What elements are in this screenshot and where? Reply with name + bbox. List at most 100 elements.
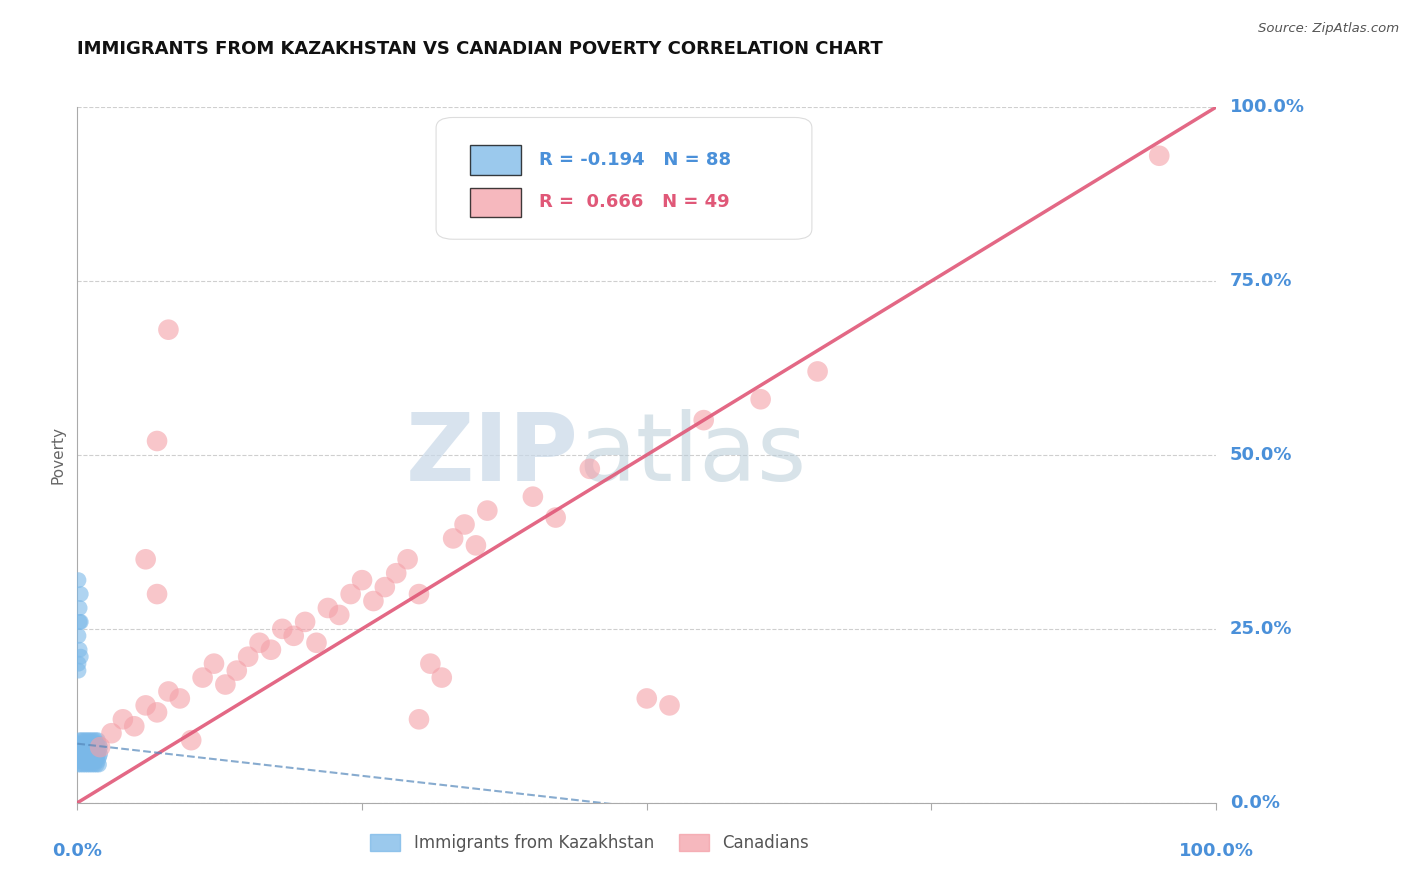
FancyBboxPatch shape xyxy=(470,187,522,217)
Point xyxy=(82,747,104,761)
Point xyxy=(453,517,475,532)
Point xyxy=(73,740,96,755)
Point xyxy=(77,747,100,761)
Point xyxy=(202,657,225,671)
Text: 25.0%: 25.0% xyxy=(1230,620,1292,638)
Point xyxy=(75,733,97,747)
Point xyxy=(328,607,350,622)
Point xyxy=(73,733,96,747)
Point xyxy=(83,744,105,758)
FancyBboxPatch shape xyxy=(470,145,522,175)
Point xyxy=(67,737,90,751)
Point xyxy=(82,740,104,755)
Point xyxy=(86,744,108,758)
Point xyxy=(82,754,104,768)
Point xyxy=(89,747,111,761)
Point xyxy=(579,462,602,476)
Point xyxy=(79,744,101,758)
Point xyxy=(67,744,90,758)
Text: 75.0%: 75.0% xyxy=(1230,272,1292,290)
Point xyxy=(396,552,419,566)
Point xyxy=(70,733,93,747)
Point xyxy=(69,615,91,629)
Point xyxy=(70,740,93,755)
Point xyxy=(69,747,91,761)
Point xyxy=(807,364,830,378)
Point xyxy=(84,754,107,768)
Point xyxy=(87,740,110,755)
Point xyxy=(135,552,157,566)
Point xyxy=(157,323,180,337)
Point xyxy=(69,737,91,751)
Point xyxy=(79,737,101,751)
Point xyxy=(89,740,111,755)
Point xyxy=(260,642,283,657)
Point xyxy=(77,733,100,747)
Point xyxy=(69,750,91,764)
Point xyxy=(316,601,339,615)
Point xyxy=(249,636,271,650)
Point xyxy=(69,649,91,664)
Point xyxy=(87,757,110,772)
Point xyxy=(80,747,103,761)
Point xyxy=(75,740,97,755)
Point xyxy=(225,664,247,678)
Point xyxy=(191,671,214,685)
Point xyxy=(73,747,96,761)
Point xyxy=(419,657,441,671)
Point xyxy=(69,601,91,615)
Point xyxy=(75,750,97,764)
Point xyxy=(75,747,97,761)
Point xyxy=(73,754,96,768)
Point xyxy=(84,740,107,755)
Point xyxy=(79,757,101,772)
Point xyxy=(544,510,567,524)
Text: 0.0%: 0.0% xyxy=(1230,794,1279,812)
Point xyxy=(67,664,90,678)
Point xyxy=(111,712,134,726)
Point xyxy=(82,750,104,764)
Point xyxy=(69,740,91,755)
Point xyxy=(75,737,97,751)
Point xyxy=(352,573,374,587)
Point xyxy=(76,757,98,772)
Point xyxy=(82,744,104,758)
Point xyxy=(146,434,169,448)
Point xyxy=(77,754,100,768)
Point xyxy=(75,744,97,758)
Point xyxy=(70,747,93,761)
Point xyxy=(87,750,110,764)
Point xyxy=(385,566,408,581)
Point xyxy=(67,573,90,587)
Point xyxy=(214,677,236,691)
Point xyxy=(83,750,105,764)
Point xyxy=(67,657,90,671)
Point xyxy=(67,629,90,643)
Point xyxy=(80,754,103,768)
Point xyxy=(82,737,104,751)
Point xyxy=(430,671,453,685)
Text: atlas: atlas xyxy=(578,409,807,501)
Point xyxy=(72,750,94,764)
Point xyxy=(84,747,107,761)
Point xyxy=(374,580,396,594)
Point xyxy=(135,698,157,713)
Point xyxy=(283,629,305,643)
Text: 0.0%: 0.0% xyxy=(52,842,103,860)
Point xyxy=(180,733,202,747)
Point xyxy=(169,691,191,706)
Point xyxy=(79,750,101,764)
Point xyxy=(464,538,488,552)
Text: Source: ZipAtlas.com: Source: ZipAtlas.com xyxy=(1258,22,1399,36)
Point xyxy=(658,698,681,713)
Point xyxy=(157,684,180,698)
Point xyxy=(82,757,104,772)
FancyBboxPatch shape xyxy=(436,118,811,239)
Point xyxy=(305,636,328,650)
Point xyxy=(67,757,90,772)
Text: 100.0%: 100.0% xyxy=(1230,98,1305,116)
Point xyxy=(80,733,103,747)
Point xyxy=(75,754,97,768)
Point xyxy=(84,733,107,747)
Text: R =  0.666   N = 49: R = 0.666 N = 49 xyxy=(538,194,730,211)
